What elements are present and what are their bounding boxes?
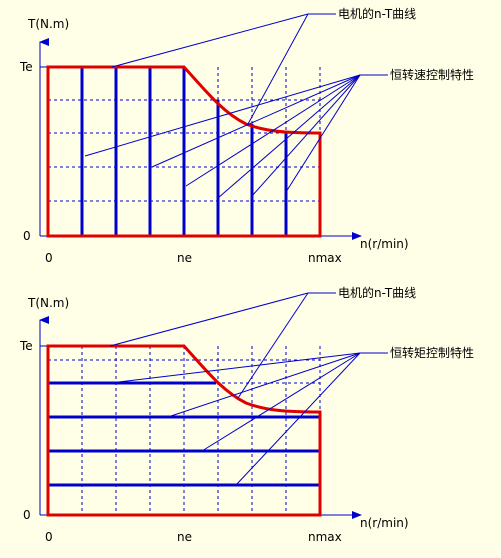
bottom-constant-torque-lines [48, 381, 320, 487]
top-callout-curve-label: 电机的n-T曲线 [338, 6, 416, 21]
bottom-motor-curve [46, 344, 322, 517]
top-callout-lines [84, 13, 361, 199]
bottom-x-tick-ne: ne [177, 530, 192, 544]
bottom-grid [48, 346, 321, 515]
bottom-x-tick-zero: 0 [45, 530, 53, 544]
top-axes [39, 38, 362, 240]
bottom-x-tick-nmax: nmax [308, 530, 342, 544]
bottom-callout-lines [109, 292, 361, 486]
bottom-callout-characteristic-label: 恒转矩控制特性 [390, 345, 474, 360]
top-y-tick-te: Te [19, 60, 33, 74]
bottom-y-tick-te: Te [19, 339, 33, 353]
bottom-panel: T(N.m) Te 0 n(r/min) 0 ne nmax 电机的n-T曲线 … [19, 285, 474, 544]
top-motor-curve [46, 65, 322, 238]
top-panel: T(N.m) Te 0 n(r/min) 0 ne nmax 电机的n-T曲线 … [19, 6, 474, 265]
top-y-axis-label: T(N.m) [27, 17, 69, 31]
top-constant-speed-lines [80, 67, 288, 236]
bottom-y-axis-label: T(N.m) [27, 296, 69, 310]
top-x-tick-zero: 0 [45, 251, 53, 265]
top-y-tick-zero: 0 [23, 229, 31, 243]
bottom-callout-curve-label: 电机的n-T曲线 [338, 285, 416, 300]
bottom-axes [39, 316, 362, 519]
top-x-tick-nmax: nmax [308, 251, 342, 265]
top-x-axis-label: n(r/min) [360, 237, 409, 251]
top-callout-characteristic-label: 恒转速控制特性 [390, 67, 474, 82]
top-x-tick-ne: ne [177, 251, 192, 265]
bottom-y-tick-zero: 0 [23, 508, 31, 522]
bottom-x-axis-label: n(r/min) [360, 516, 409, 530]
